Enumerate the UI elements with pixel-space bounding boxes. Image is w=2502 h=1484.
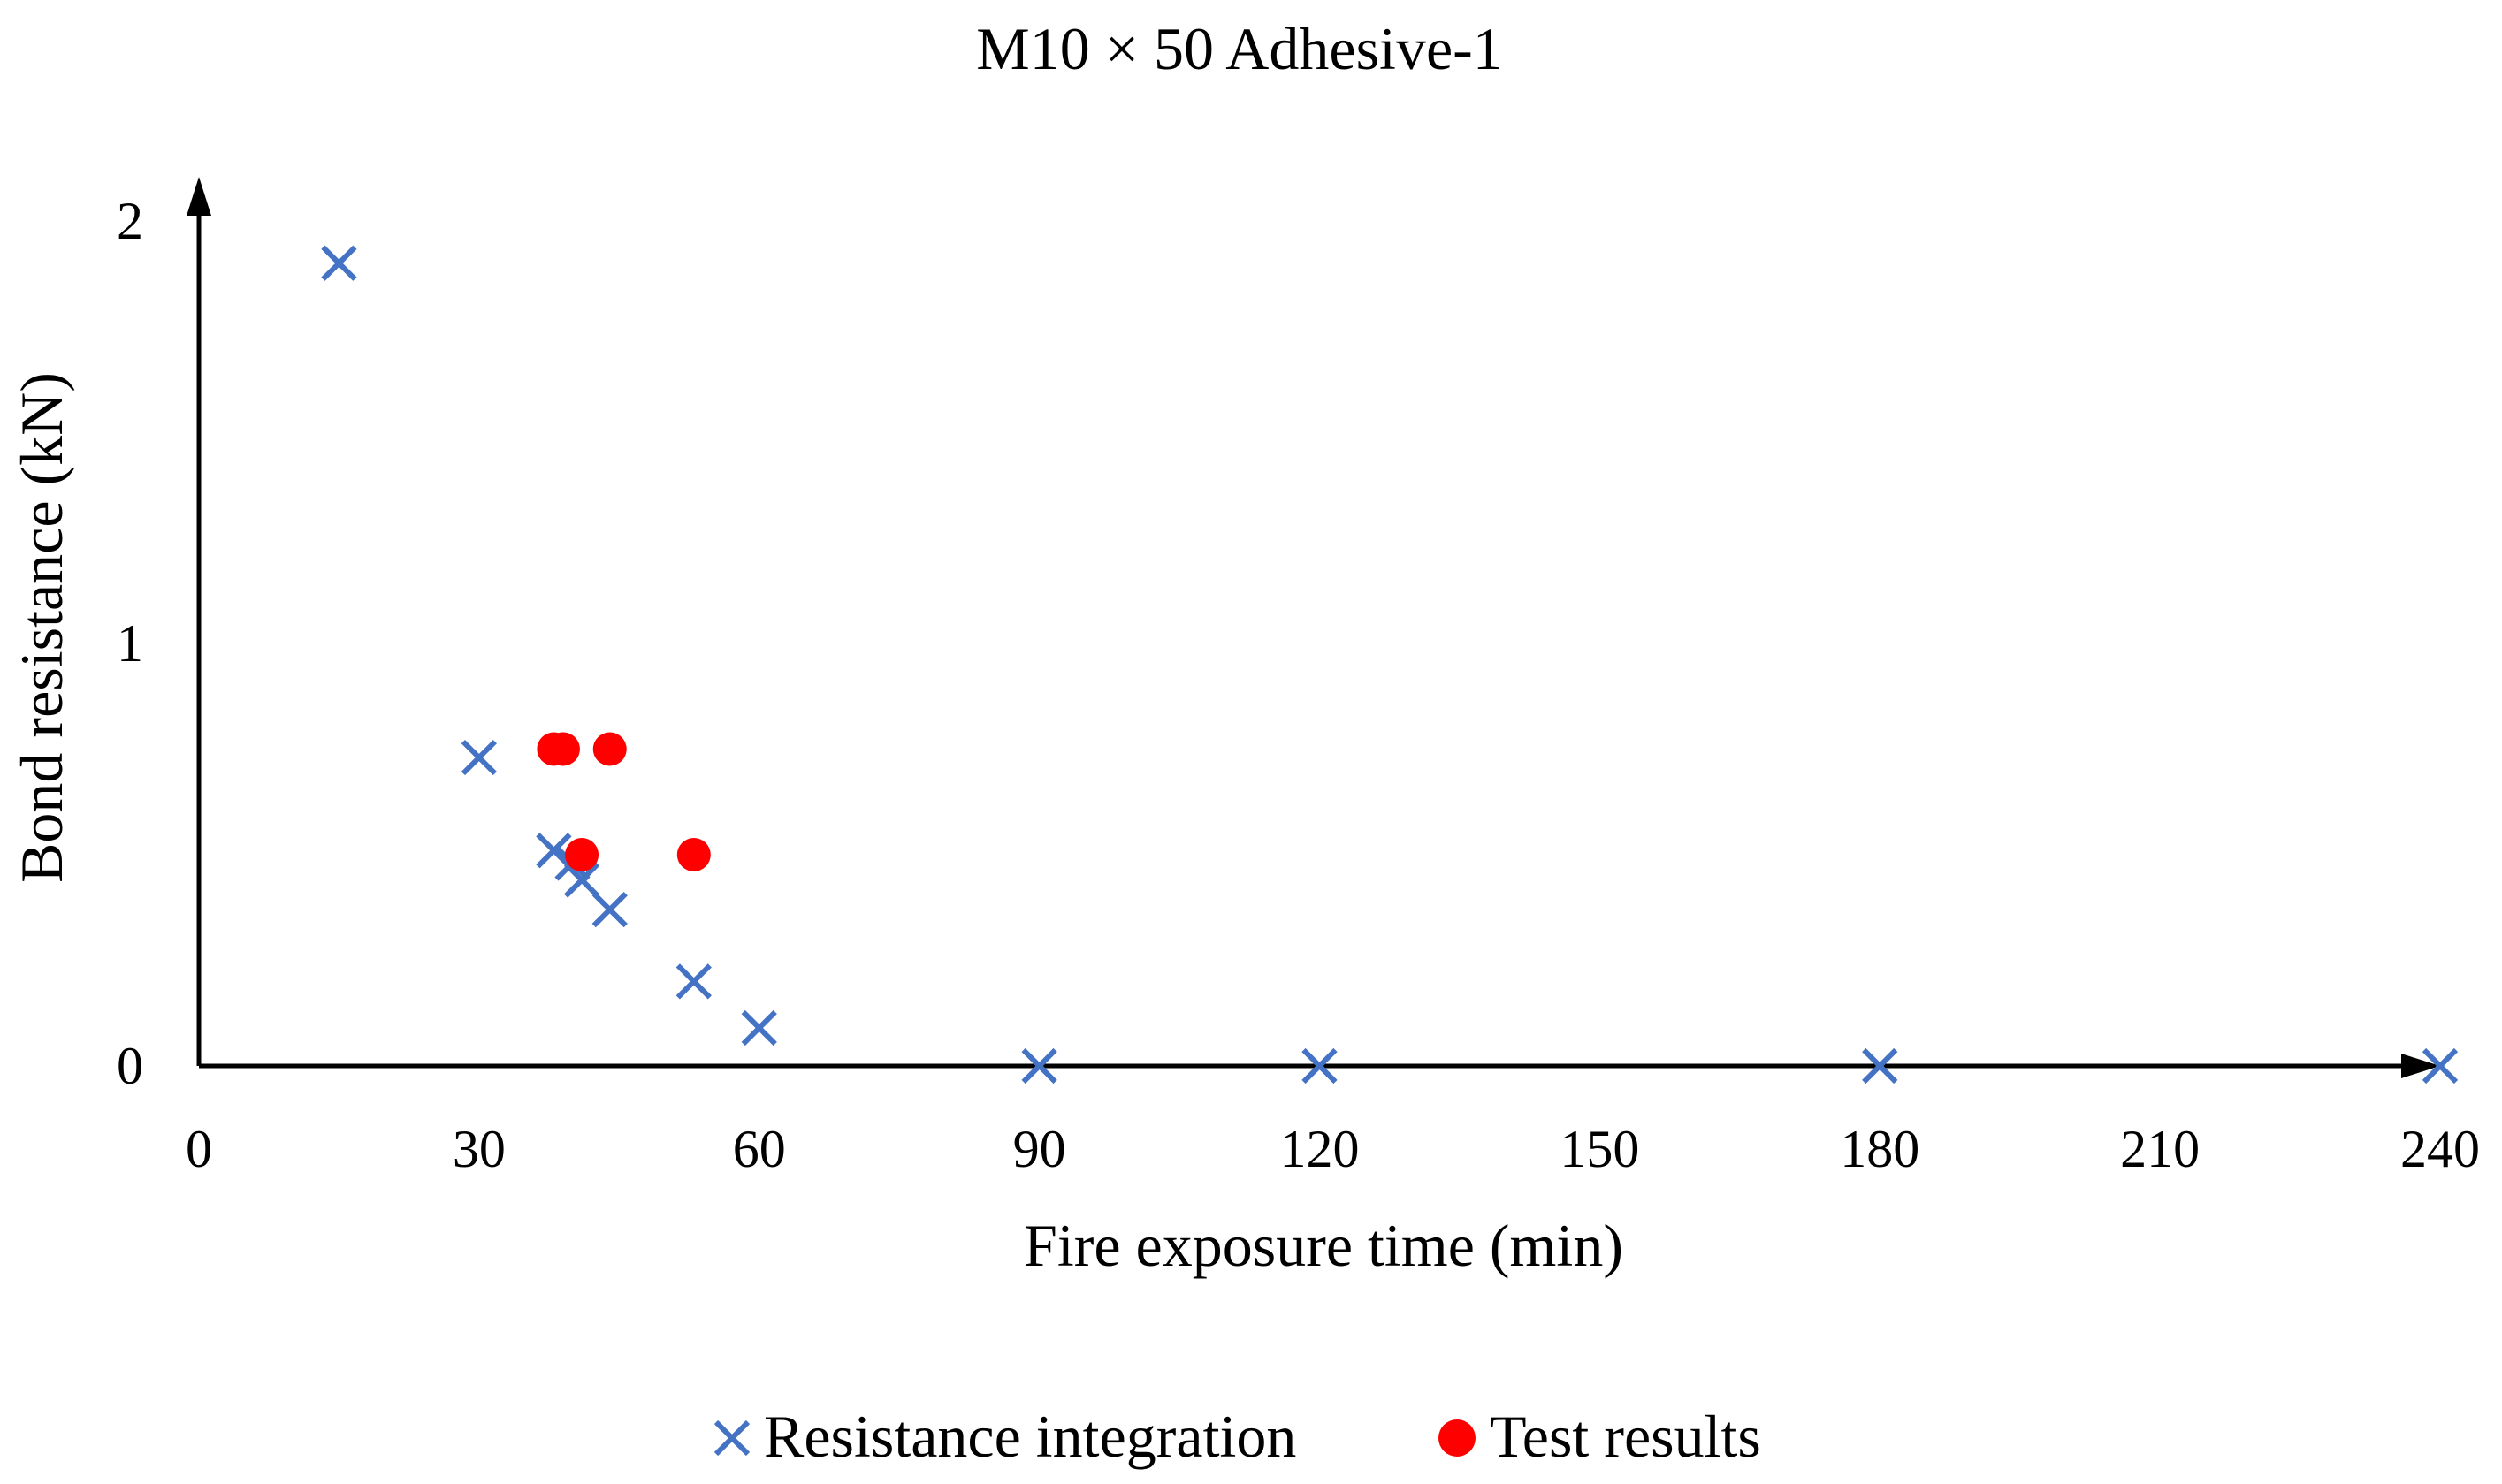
y-tick-label: 2 bbox=[117, 192, 143, 250]
x-tick-labels: 0 30 60 90 120 150 180 210 240 bbox=[186, 1120, 2480, 1178]
test-result-point bbox=[676, 838, 711, 871]
legend-label-test-results: Test results bbox=[1490, 1403, 1761, 1470]
y-tick-label: 0 bbox=[117, 1037, 143, 1095]
resistance-integration-point bbox=[1021, 1047, 1057, 1084]
axes bbox=[187, 177, 2440, 1078]
legend-label-resistance-integration: Resistance integration bbox=[764, 1403, 1296, 1470]
data-marks bbox=[321, 245, 2459, 1084]
x-tick-label: 150 bbox=[1560, 1120, 1639, 1178]
x-tick-label: 180 bbox=[1840, 1120, 1919, 1178]
y-axis-label: Bond resistance (kN) bbox=[8, 372, 75, 883]
legend-marker-circle-icon bbox=[1438, 1419, 1476, 1457]
resistance-integration-point bbox=[2422, 1047, 2459, 1084]
x-tick-label: 240 bbox=[2400, 1120, 2480, 1178]
resistance-integration-point bbox=[1862, 1047, 1898, 1084]
resistance-integration-point bbox=[591, 892, 628, 928]
x-tick-label: 0 bbox=[186, 1120, 212, 1178]
legend-item-resistance-integration: Resistance integration bbox=[713, 1403, 1296, 1470]
x-tick-label: 90 bbox=[1013, 1120, 1066, 1178]
legend-item-test-results: Test results bbox=[1438, 1403, 1761, 1470]
legend: Resistance integration Test results bbox=[713, 1403, 1761, 1470]
resistance-integration-point bbox=[741, 1009, 777, 1046]
chart-title: M10 × 50 Adhesive-1 bbox=[976, 15, 1503, 82]
x-tick-label: 210 bbox=[2120, 1120, 2200, 1178]
resistance-integration-point bbox=[536, 833, 572, 869]
resistance-integration-point bbox=[461, 739, 497, 776]
x-axis-arrow-icon bbox=[2401, 1054, 2440, 1078]
test-result-point bbox=[545, 732, 580, 766]
test-result-point bbox=[592, 732, 627, 766]
resistance-integration-point bbox=[1301, 1047, 1338, 1084]
y-axis-arrow-icon bbox=[187, 177, 211, 216]
resistance-integration-point bbox=[675, 963, 712, 1000]
x-tick-label: 30 bbox=[453, 1120, 506, 1178]
resistance-integration-point bbox=[563, 862, 600, 898]
y-tick-label: 1 bbox=[117, 614, 143, 673]
test-result-point bbox=[565, 838, 599, 871]
x-tick-label: 60 bbox=[733, 1120, 786, 1178]
legend-marker-x-icon bbox=[713, 1419, 751, 1457]
x-tick-label: 120 bbox=[1280, 1120, 1360, 1178]
resistance-integration-point bbox=[321, 245, 357, 281]
x-axis-label: Fire exposure time (min) bbox=[1024, 1212, 1623, 1279]
y-tick-labels: 0 1 2 bbox=[117, 192, 143, 1095]
